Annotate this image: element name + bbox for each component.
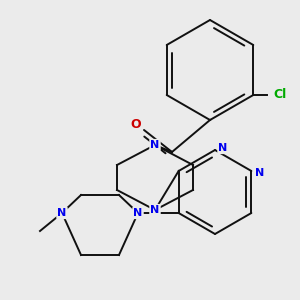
Text: N: N: [134, 208, 142, 218]
Text: N: N: [150, 205, 160, 215]
Text: N: N: [255, 168, 264, 178]
Text: Cl: Cl: [274, 88, 287, 101]
Text: N: N: [218, 143, 228, 153]
Text: N: N: [150, 140, 160, 150]
Text: N: N: [57, 208, 67, 218]
Text: O: O: [131, 118, 141, 130]
